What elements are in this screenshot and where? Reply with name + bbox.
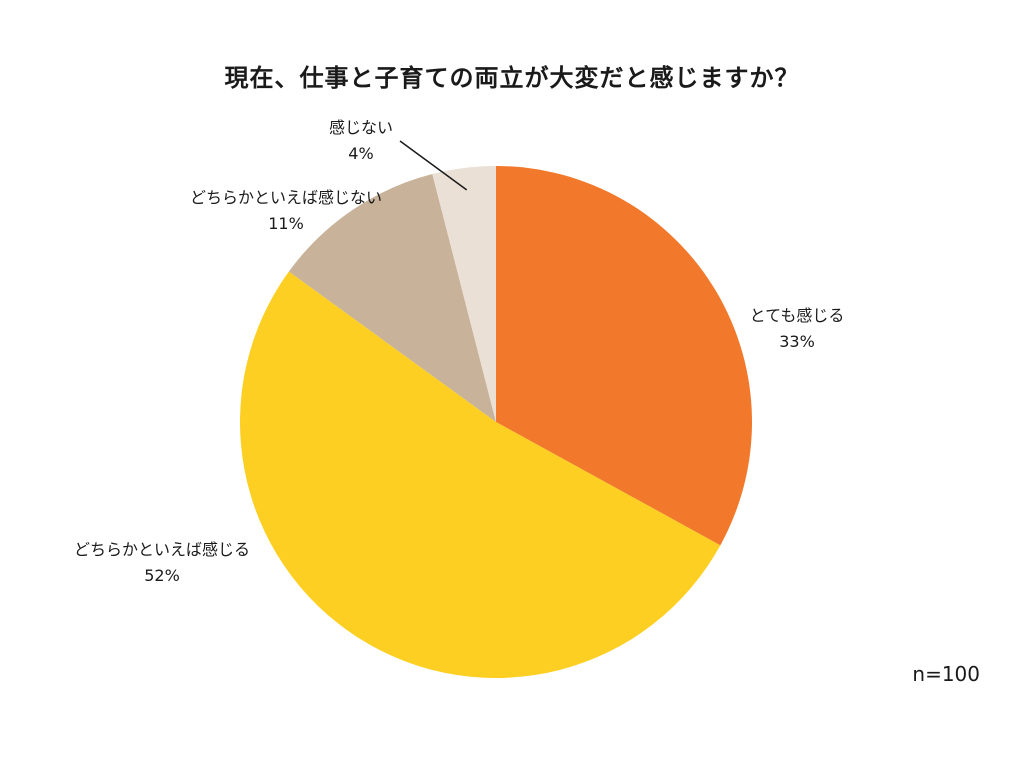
pie-slice-3: [432, 166, 496, 422]
slice-label-2: どちらかといえば感じない 11%: [190, 185, 382, 237]
slice-name-1: どちらかといえば感じる: [73, 540, 251, 559]
chart-title: 現在、仕事と子育ての両立が大変だと感じますか？: [224, 64, 800, 92]
slice-label-0: とても感じる 33%: [750, 303, 845, 355]
sample-size-note: n=100: [912, 662, 980, 686]
slice-name-2: どちらかといえば感じない: [189, 188, 383, 207]
slice-name-3: 感じない: [328, 118, 394, 137]
leader-line-4: [399, 140, 468, 191]
slice-name-0: とても感じる: [749, 306, 845, 325]
slice-value-1: 52%: [144, 566, 180, 585]
slice-value-0: 33%: [779, 332, 815, 351]
pie-slice-2: [288, 174, 496, 422]
slice-value-3: 4%: [348, 144, 374, 163]
slice-label-3: 感じない 4%: [329, 115, 393, 167]
slice-value-2: 11%: [268, 214, 304, 233]
pie-slice-1: [240, 271, 721, 678]
slice-label-1: どちらかといえば感じる 52%: [74, 537, 250, 589]
pie-slice-0: [496, 166, 752, 546]
